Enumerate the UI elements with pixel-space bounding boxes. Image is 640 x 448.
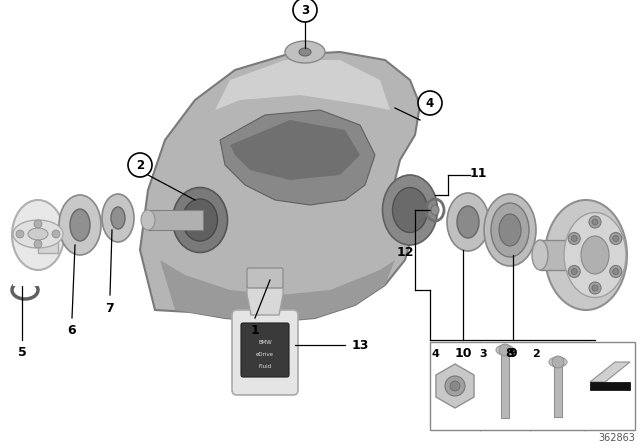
Circle shape bbox=[612, 268, 619, 275]
Bar bbox=[13, 278, 39, 286]
Ellipse shape bbox=[496, 345, 514, 355]
Circle shape bbox=[592, 219, 598, 225]
Text: 2: 2 bbox=[532, 349, 540, 359]
Text: 1: 1 bbox=[251, 323, 259, 336]
Polygon shape bbox=[590, 362, 630, 382]
Circle shape bbox=[450, 381, 460, 391]
FancyBboxPatch shape bbox=[241, 323, 289, 377]
Circle shape bbox=[592, 285, 598, 291]
Circle shape bbox=[568, 266, 580, 277]
Polygon shape bbox=[230, 120, 360, 180]
Bar bbox=[554, 362, 562, 417]
Circle shape bbox=[610, 233, 622, 245]
Text: eDrive: eDrive bbox=[256, 352, 274, 357]
Text: 3: 3 bbox=[479, 349, 487, 359]
Polygon shape bbox=[215, 60, 390, 110]
Text: 13: 13 bbox=[351, 339, 369, 352]
Ellipse shape bbox=[12, 200, 64, 270]
Ellipse shape bbox=[484, 194, 536, 266]
Circle shape bbox=[572, 236, 577, 241]
Text: 7: 7 bbox=[106, 302, 115, 314]
Circle shape bbox=[612, 236, 619, 241]
Ellipse shape bbox=[564, 212, 626, 297]
Text: 11: 11 bbox=[469, 167, 487, 180]
Circle shape bbox=[34, 240, 42, 248]
Ellipse shape bbox=[299, 48, 311, 56]
Text: 362863: 362863 bbox=[598, 433, 635, 443]
FancyBboxPatch shape bbox=[232, 310, 298, 395]
Text: 5: 5 bbox=[18, 345, 26, 358]
Polygon shape bbox=[247, 285, 283, 315]
Polygon shape bbox=[160, 260, 395, 322]
Ellipse shape bbox=[457, 206, 479, 238]
Ellipse shape bbox=[383, 175, 438, 245]
Ellipse shape bbox=[392, 188, 428, 233]
Text: Fluid: Fluid bbox=[259, 363, 271, 369]
Circle shape bbox=[16, 230, 24, 238]
Circle shape bbox=[445, 376, 465, 396]
Circle shape bbox=[293, 0, 317, 22]
Text: 4: 4 bbox=[431, 349, 439, 359]
Ellipse shape bbox=[549, 357, 567, 367]
Bar bbox=[590, 382, 630, 390]
Ellipse shape bbox=[70, 209, 90, 241]
FancyBboxPatch shape bbox=[247, 268, 283, 288]
Ellipse shape bbox=[499, 214, 521, 246]
Polygon shape bbox=[140, 52, 420, 322]
Bar bbox=[148, 210, 203, 230]
Circle shape bbox=[499, 344, 511, 356]
Ellipse shape bbox=[182, 199, 218, 241]
Ellipse shape bbox=[491, 203, 529, 257]
Ellipse shape bbox=[13, 220, 63, 248]
Circle shape bbox=[52, 230, 60, 238]
Ellipse shape bbox=[111, 207, 125, 229]
Ellipse shape bbox=[285, 41, 325, 63]
Bar bbox=[540, 240, 570, 270]
Text: 9: 9 bbox=[509, 346, 517, 359]
Circle shape bbox=[589, 282, 601, 294]
Circle shape bbox=[34, 220, 42, 228]
Ellipse shape bbox=[141, 210, 155, 230]
Text: 10: 10 bbox=[454, 346, 472, 359]
Ellipse shape bbox=[28, 228, 48, 240]
Circle shape bbox=[610, 266, 622, 277]
Ellipse shape bbox=[102, 194, 134, 242]
Bar bbox=[501, 350, 509, 418]
Bar bbox=[430, 342, 635, 430]
Polygon shape bbox=[220, 110, 375, 205]
Ellipse shape bbox=[431, 205, 439, 215]
Text: 3: 3 bbox=[301, 4, 309, 17]
Ellipse shape bbox=[532, 240, 548, 270]
Text: 8: 8 bbox=[506, 346, 515, 359]
Ellipse shape bbox=[173, 188, 227, 253]
Ellipse shape bbox=[59, 195, 101, 255]
Circle shape bbox=[589, 216, 601, 228]
Circle shape bbox=[568, 233, 580, 245]
Text: BMW: BMW bbox=[258, 340, 272, 345]
Bar bbox=[38, 235, 58, 253]
Text: 12: 12 bbox=[396, 246, 413, 258]
Circle shape bbox=[418, 91, 442, 115]
Circle shape bbox=[128, 153, 152, 177]
Circle shape bbox=[572, 268, 577, 275]
Ellipse shape bbox=[447, 193, 489, 251]
Text: 6: 6 bbox=[68, 323, 76, 336]
Ellipse shape bbox=[545, 200, 627, 310]
Circle shape bbox=[552, 356, 564, 368]
Ellipse shape bbox=[581, 236, 609, 274]
Text: 4: 4 bbox=[426, 96, 434, 109]
Text: 2: 2 bbox=[136, 159, 144, 172]
